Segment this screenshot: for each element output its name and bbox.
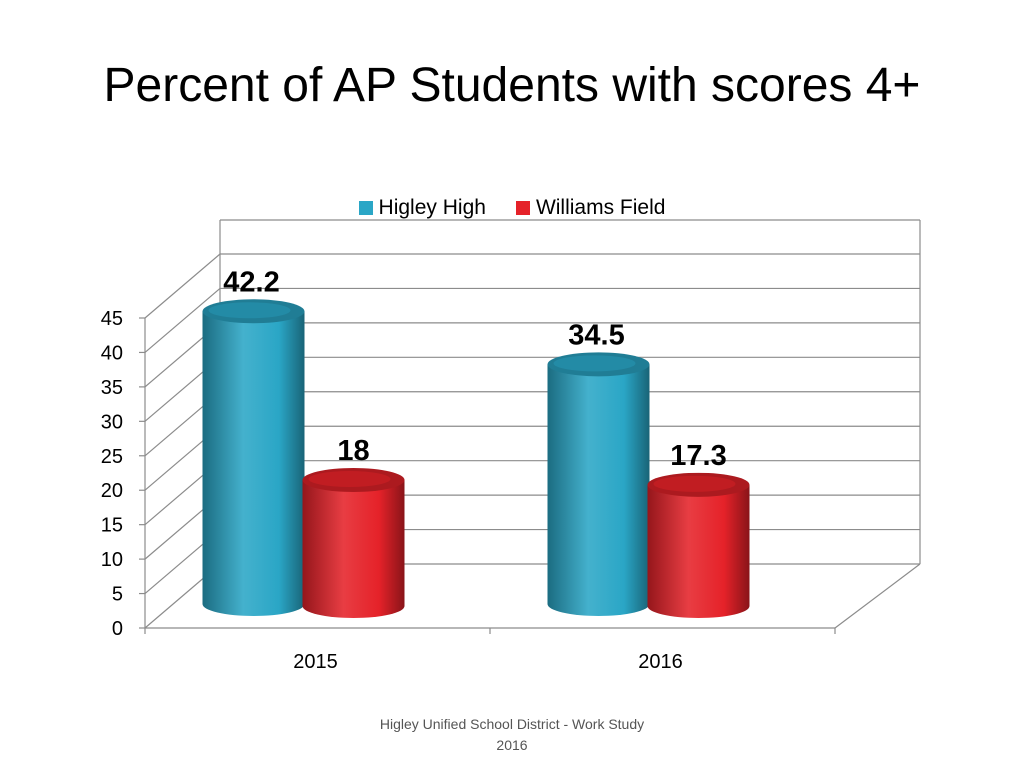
y-tick-label: 35	[101, 377, 123, 399]
floor-edge	[834, 563, 921, 629]
y-tick-label: 25	[101, 446, 123, 468]
legend-item-series-2: Williams Field	[515, 196, 666, 220]
bar-2016-2	[647, 472, 750, 618]
side-gridline	[144, 287, 221, 353]
data-label: 17.3	[670, 440, 726, 472]
bar-body	[547, 364, 650, 616]
bar-2015-1	[202, 299, 305, 616]
bar-2016-1	[547, 352, 650, 616]
y-tick-label: 0	[112, 618, 123, 640]
bar-top-highlight	[208, 302, 291, 319]
bar-2015-2	[302, 468, 405, 618]
bar-top-highlight	[308, 471, 391, 487]
bars	[202, 299, 750, 618]
y-tick-label: 5	[112, 584, 123, 606]
bar-body	[647, 484, 750, 618]
y-tick-label: 20	[101, 480, 123, 502]
side-gridline	[144, 253, 221, 319]
y-tick-label: 40	[101, 342, 123, 364]
x-tick-label: 2015	[293, 651, 338, 673]
footer-line-2: 2016	[496, 737, 528, 753]
chart-title: Percent of AP Students with scores 4+	[103, 59, 921, 112]
bar-body	[302, 480, 405, 618]
legend: Higley High Williams Field	[0, 196, 1024, 220]
legend-label-series-1: Higley High	[378, 196, 486, 219]
y-tick-label: 15	[101, 515, 123, 537]
bar-top-highlight	[653, 475, 736, 492]
bar-top-highlight	[553, 355, 636, 372]
bar-body	[202, 311, 305, 616]
footer: Higley Unified School District - Work St…	[362, 714, 662, 756]
legend-swatch-series-2	[515, 201, 530, 215]
legend-item-series-1: Higley High	[358, 196, 486, 220]
data-label: 42.2	[223, 266, 279, 298]
y-tick-label: 10	[101, 549, 123, 571]
y-tick-label: 45	[101, 308, 123, 330]
legend-label-series-2: Williams Field	[535, 196, 666, 219]
legend-swatch-series-1	[358, 201, 373, 215]
footer-line-1: Higley Unified School District - Work St…	[379, 716, 645, 732]
data-label: 34.5	[568, 319, 624, 351]
y-tick-label: 30	[101, 411, 123, 433]
x-tick-label: 2016	[638, 651, 683, 673]
data-label: 18	[337, 435, 369, 467]
